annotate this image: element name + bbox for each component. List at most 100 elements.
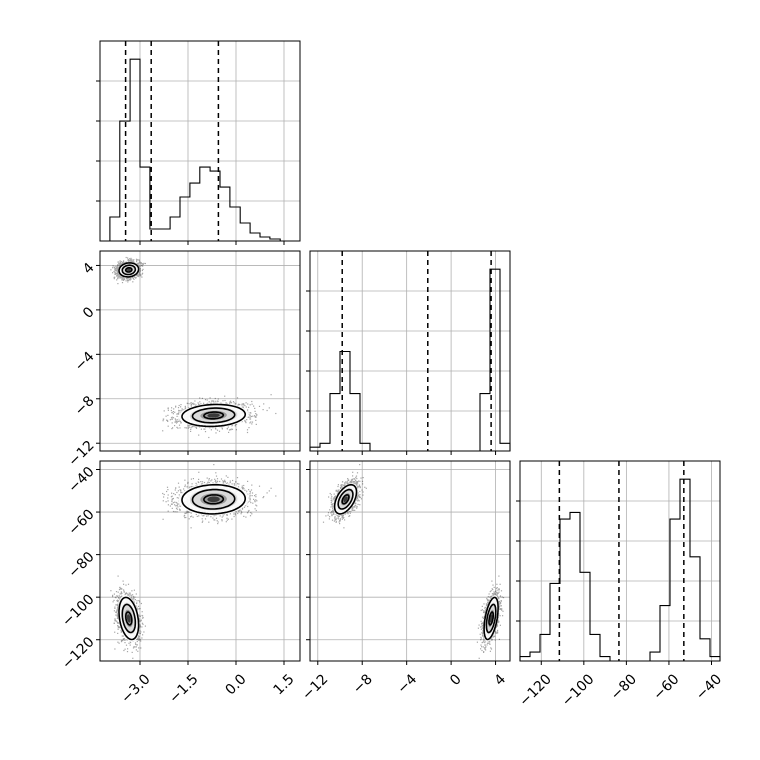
sample-point: [120, 587, 122, 589]
sample-point: [122, 639, 124, 641]
sample-point: [204, 428, 206, 430]
sample-point: [238, 509, 240, 512]
sample-point: [180, 406, 182, 408]
sample-point: [136, 608, 139, 610]
sample-point: [171, 422, 173, 424]
sample-point: [167, 504, 169, 506]
sample-point: [137, 275, 139, 277]
sample-point: [117, 273, 120, 275]
sample-point: [135, 258, 138, 260]
sample-point: [117, 272, 119, 274]
sample-point: [128, 259, 130, 261]
sample-point: [214, 427, 217, 429]
sample-point: [172, 417, 175, 419]
sample-point: [126, 639, 128, 641]
sample-point: [243, 403, 245, 405]
sample-point: [215, 517, 218, 519]
sample-point: [190, 430, 192, 432]
sample-point: [117, 603, 119, 605]
sample-point: [192, 478, 194, 480]
sample-point: [120, 263, 122, 266]
sample-point: [234, 425, 236, 427]
sample-point: [221, 428, 223, 430]
sample-point: [125, 278, 128, 280]
sample-point: [115, 270, 118, 272]
sample-point: [127, 260, 130, 262]
y-tick-label-p2-3: 0: [80, 304, 98, 322]
sample-point: [163, 418, 165, 420]
sample-point: [241, 406, 243, 408]
sample-point: [176, 419, 178, 421]
sample-point: [127, 281, 129, 283]
sample-point: [127, 259, 129, 262]
sample-point: [195, 404, 197, 406]
sample-point: [243, 515, 245, 517]
sample-point: [112, 265, 114, 267]
sample-point: [254, 407, 256, 409]
sample-point: [239, 404, 241, 406]
sample-point: [118, 266, 120, 268]
sample-point: [246, 419, 248, 421]
sample-point: [125, 277, 128, 280]
sample-point: [122, 276, 124, 278]
sample-point: [129, 594, 131, 596]
sample-point: [180, 490, 182, 492]
sample-point: [258, 405, 261, 407]
sample-point: [246, 429, 249, 431]
sample-point: [121, 279, 123, 281]
sample-point: [116, 275, 118, 277]
y-tick-label-p2-1: −8: [72, 393, 98, 419]
sample-point: [174, 411, 176, 413]
sample-point: [122, 635, 124, 637]
sample-point: [243, 404, 245, 406]
sample-point: [120, 276, 122, 278]
sample-point: [138, 262, 140, 265]
sample-point: [142, 263, 144, 265]
sample-point: [139, 266, 141, 268]
sample-point: [242, 407, 244, 409]
sample-point: [127, 259, 129, 261]
sample-point: [141, 276, 143, 278]
sample-point: [241, 404, 243, 406]
sample-point: [114, 270, 116, 272]
sample-point: [127, 279, 129, 281]
sample-point: [138, 274, 140, 276]
sample-point: [140, 262, 142, 264]
sample-point: [139, 261, 141, 263]
sample-point: [195, 426, 197, 428]
sample-point: [237, 404, 239, 406]
sample-point: [135, 646, 137, 648]
sample-point: [139, 261, 141, 263]
sample-point: [228, 429, 231, 431]
sample-point: [120, 277, 122, 279]
sample-point: [172, 411, 174, 413]
sample-point: [131, 260, 133, 262]
sample-point: [122, 278, 124, 280]
sample-point: [233, 402, 235, 404]
sample-point: [169, 419, 171, 421]
sample-point: [172, 497, 174, 500]
sample-point: [209, 427, 211, 429]
sample-point: [184, 407, 187, 409]
sample-point: [140, 275, 142, 277]
sample-point: [121, 588, 123, 590]
sample-point: [119, 588, 122, 590]
sample-point: [188, 426, 191, 428]
sample-point: [143, 262, 145, 264]
sample-point: [141, 273, 143, 275]
sample-point: [117, 614, 119, 616]
sample-point: [130, 277, 132, 279]
sample-point: [139, 270, 141, 272]
sample-point: [123, 279, 125, 281]
sample-point: [255, 504, 257, 506]
sample-point: [130, 594, 132, 596]
sample-point: [215, 428, 217, 430]
sample-point: [121, 276, 123, 278]
sample-point: [174, 421, 176, 423]
sample-point: [230, 402, 233, 404]
sample-point: [117, 599, 119, 601]
sample-point: [113, 266, 115, 268]
sample-point: [198, 404, 201, 406]
sample-point: [124, 278, 126, 280]
sample-point: [121, 276, 123, 279]
